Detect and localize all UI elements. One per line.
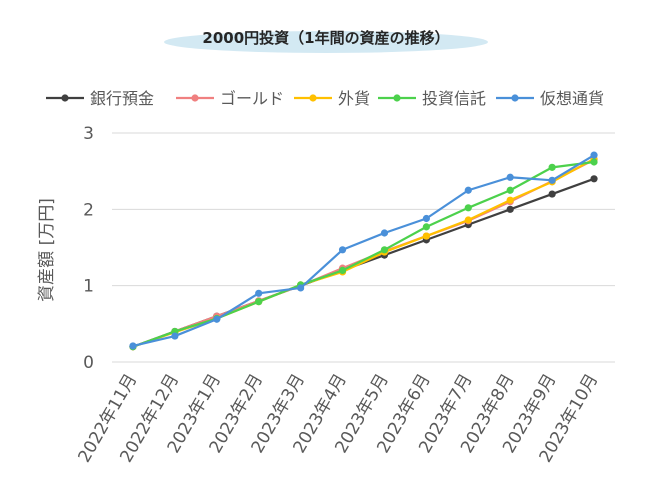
data-point <box>422 223 430 231</box>
legend-item: 外貨 <box>294 89 370 108</box>
data-point <box>129 342 137 350</box>
series-3 <box>129 158 598 351</box>
y-tick-label: 1 <box>83 277 94 297</box>
data-point <box>297 284 305 292</box>
legend-label: ゴールド <box>220 89 284 108</box>
data-point <box>548 190 556 198</box>
series-line <box>132 154 595 348</box>
series-line <box>132 157 595 348</box>
legend-marker <box>191 94 199 102</box>
y-tick-label: 3 <box>83 124 94 144</box>
data-point <box>380 229 389 237</box>
x-axis-ticks: 2022年11月2022年12月2023年1月2023年2月2023年3月202… <box>75 370 603 466</box>
legend-label: 銀行預金 <box>90 89 154 108</box>
data-point <box>464 216 472 224</box>
series-4 <box>129 151 598 350</box>
series-2 <box>129 155 598 351</box>
gridlines <box>112 132 615 363</box>
data-point <box>506 205 514 213</box>
legend-item: 仮想通貨 <box>496 89 604 108</box>
legend-item: 投資信託 <box>378 89 486 108</box>
legend-item: 銀行預金 <box>46 89 154 108</box>
chart-title: 2000円投資（1年間の資産の推移） <box>202 29 449 47</box>
data-point <box>422 232 430 240</box>
data-point <box>380 246 389 254</box>
data-point <box>590 175 598 183</box>
data-point <box>506 196 514 204</box>
y-axis-label: 資産額 [万円] <box>37 198 57 302</box>
series-line <box>132 158 595 348</box>
data-point <box>548 163 556 171</box>
data-point <box>422 214 430 223</box>
y-tick-label: 0 <box>83 353 94 373</box>
legend-label: 仮想通貨 <box>540 89 604 108</box>
legend-label: 投資信託 <box>422 89 486 108</box>
data-point <box>255 298 263 306</box>
data-point <box>590 151 598 159</box>
y-axis-ticks: 0 1 2 3 <box>83 124 94 373</box>
data-point <box>338 266 347 274</box>
data-point <box>506 186 514 194</box>
legend-label: 外貨 <box>338 89 370 108</box>
legend-marker <box>61 94 69 102</box>
series-1 <box>129 156 598 351</box>
data-point <box>590 158 598 166</box>
series-lines <box>129 151 598 351</box>
data-point <box>548 176 556 184</box>
legend: 銀行預金 ゴールド 外貨 投資信託 仮想通貨 <box>46 89 604 108</box>
data-point <box>338 246 347 254</box>
series-line <box>132 160 595 348</box>
data-point <box>464 186 472 194</box>
data-point <box>464 204 472 212</box>
data-point <box>506 173 514 181</box>
data-point <box>255 289 263 297</box>
legend-marker <box>393 94 401 102</box>
legend-marker <box>309 94 317 102</box>
y-tick-label: 2 <box>83 200 94 220</box>
data-point <box>171 332 179 340</box>
legend-marker <box>511 94 519 102</box>
data-point <box>213 315 221 323</box>
title-highlight <box>164 31 488 53</box>
legend-item: ゴールド <box>176 89 284 108</box>
